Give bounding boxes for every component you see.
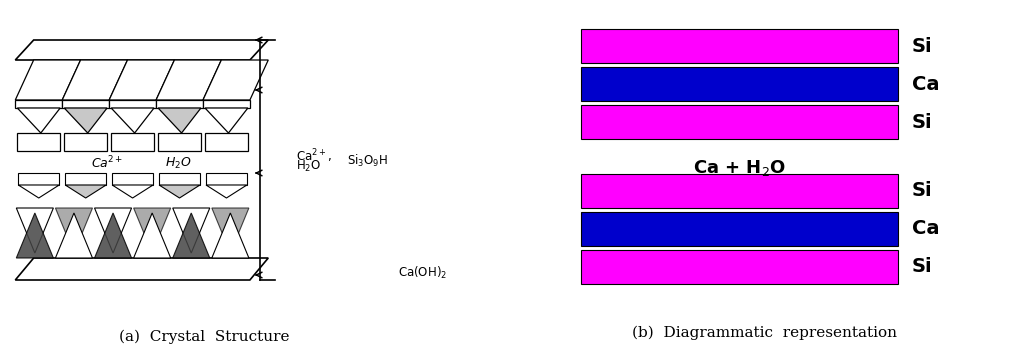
Text: Ca + H$_2$O: Ca + H$_2$O bbox=[692, 158, 786, 178]
Polygon shape bbox=[112, 173, 153, 185]
Polygon shape bbox=[158, 108, 201, 133]
Polygon shape bbox=[109, 100, 156, 108]
Polygon shape bbox=[95, 208, 131, 253]
Polygon shape bbox=[133, 208, 170, 253]
Text: Ca: Ca bbox=[911, 74, 938, 93]
Polygon shape bbox=[16, 213, 53, 258]
Text: Ca$^{2+}$,: Ca$^{2+}$, bbox=[296, 147, 331, 165]
Bar bbox=[581, 250, 897, 284]
Polygon shape bbox=[109, 60, 174, 100]
Text: Si: Si bbox=[911, 257, 931, 276]
Text: H$_2$O: H$_2$O bbox=[296, 159, 321, 174]
Polygon shape bbox=[55, 208, 93, 253]
Polygon shape bbox=[62, 60, 127, 100]
Text: Si: Si bbox=[911, 182, 931, 200]
Polygon shape bbox=[203, 100, 250, 108]
Polygon shape bbox=[65, 173, 106, 185]
Polygon shape bbox=[212, 208, 249, 253]
Polygon shape bbox=[15, 100, 62, 108]
Text: Si$_3$O$_9$H: Si$_3$O$_9$H bbox=[346, 153, 387, 169]
Polygon shape bbox=[18, 185, 59, 198]
Text: Si: Si bbox=[911, 112, 931, 131]
Bar bbox=[581, 105, 897, 139]
Polygon shape bbox=[156, 60, 221, 100]
Polygon shape bbox=[172, 208, 210, 253]
Polygon shape bbox=[172, 213, 210, 258]
Text: Si: Si bbox=[911, 37, 931, 55]
Polygon shape bbox=[156, 100, 203, 108]
Polygon shape bbox=[203, 60, 268, 100]
Polygon shape bbox=[16, 208, 53, 253]
Bar bbox=[581, 29, 897, 63]
Polygon shape bbox=[15, 60, 81, 100]
Polygon shape bbox=[95, 213, 131, 258]
Bar bbox=[581, 174, 897, 208]
Polygon shape bbox=[206, 185, 247, 198]
Polygon shape bbox=[133, 213, 170, 258]
Polygon shape bbox=[112, 185, 153, 198]
Polygon shape bbox=[65, 185, 106, 198]
Text: (a)  Crystal  Structure: (a) Crystal Structure bbox=[118, 330, 289, 344]
Polygon shape bbox=[17, 133, 60, 151]
Polygon shape bbox=[17, 108, 60, 133]
Polygon shape bbox=[111, 108, 154, 133]
Polygon shape bbox=[159, 173, 200, 185]
Text: Ca$^{2+}$: Ca$^{2+}$ bbox=[91, 155, 123, 171]
Polygon shape bbox=[15, 40, 268, 60]
Polygon shape bbox=[18, 173, 59, 185]
Polygon shape bbox=[55, 213, 93, 258]
Polygon shape bbox=[212, 213, 249, 258]
Text: Ca: Ca bbox=[911, 219, 938, 238]
Polygon shape bbox=[62, 100, 109, 108]
Bar bbox=[581, 212, 897, 246]
Polygon shape bbox=[158, 133, 201, 151]
Polygon shape bbox=[111, 133, 154, 151]
Polygon shape bbox=[64, 108, 107, 133]
Polygon shape bbox=[64, 133, 107, 151]
Text: H$_2$O: H$_2$O bbox=[165, 155, 192, 170]
Polygon shape bbox=[206, 173, 247, 185]
Polygon shape bbox=[159, 185, 200, 198]
Text: (b)  Diagrammatic  representation: (b) Diagrammatic representation bbox=[632, 326, 897, 340]
Bar bbox=[581, 67, 897, 101]
Text: Ca(OH)$_2$: Ca(OH)$_2$ bbox=[397, 265, 446, 281]
Polygon shape bbox=[15, 258, 268, 280]
Polygon shape bbox=[205, 108, 248, 133]
Polygon shape bbox=[205, 133, 248, 151]
